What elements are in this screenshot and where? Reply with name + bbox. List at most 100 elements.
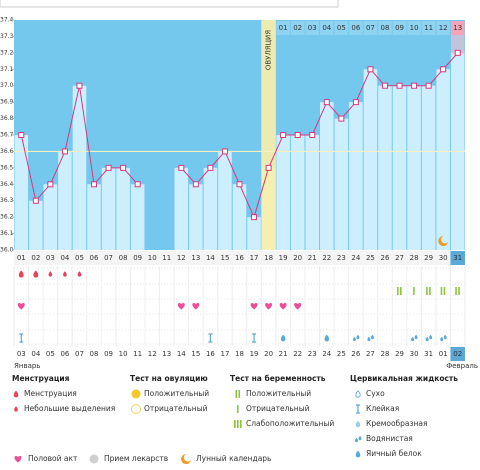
x-tick-label: 15: [220, 254, 229, 262]
month-label: Февраль: [446, 362, 478, 370]
drop-icon: [355, 437, 358, 443]
bar: [29, 200, 43, 250]
test-icon: [238, 390, 241, 398]
point: [192, 181, 199, 188]
point: [221, 148, 228, 155]
date-label: 03: [17, 350, 26, 358]
bar: [305, 135, 320, 250]
phase-cell: [363, 21, 378, 35]
legend-label: Водянистая: [366, 434, 413, 443]
test-icon: [413, 287, 415, 295]
phase-cell: [305, 21, 320, 35]
x-tick-label: 27: [395, 254, 404, 262]
bar: [218, 151, 232, 250]
date-label: 18: [235, 350, 244, 358]
date-label: 17: [220, 350, 229, 358]
y-tick-label: 37.0: [0, 82, 14, 89]
legend-label: Кремообразная: [366, 419, 428, 428]
point: [352, 99, 359, 106]
phase-label: 05: [337, 24, 346, 32]
date-label: 29: [395, 350, 404, 358]
bar: [436, 69, 450, 251]
phase-label: 04: [322, 24, 331, 32]
bar: [407, 85, 421, 250]
drop-icon: [429, 334, 433, 340]
phase-label: 10: [410, 24, 419, 32]
bar: [378, 85, 392, 250]
x-tick-label: 05: [75, 254, 84, 262]
point: [265, 164, 272, 171]
bar: [334, 118, 349, 250]
phase-cell: [334, 21, 349, 35]
phase-label: 11: [424, 24, 433, 32]
point: [294, 132, 301, 138]
heart-icon: [279, 302, 287, 310]
drop-icon: [18, 270, 24, 278]
date-label: 26: [351, 350, 360, 358]
x-tick-label: 07: [104, 254, 113, 262]
test-icon: [237, 420, 239, 428]
bar: [320, 102, 334, 251]
legend: Менструация Менструация Небольшие выделе…: [12, 374, 458, 464]
moon-icon: [181, 454, 191, 464]
bar: [14, 135, 29, 250]
bar: [87, 184, 101, 250]
point: [18, 132, 25, 138]
day-highlight: [450, 251, 465, 265]
x-tick-label: 01: [17, 254, 26, 262]
x-tick-label: 03: [46, 254, 55, 262]
moon-icon: [438, 236, 449, 246]
day-row: [14, 251, 465, 265]
test-icon: [426, 287, 428, 295]
phase-label: 01: [279, 24, 288, 32]
legend-label: Слабоположительный: [246, 419, 334, 428]
x-tick-label: 04: [60, 254, 69, 262]
phase-cell: [276, 21, 290, 35]
heart-icon: [17, 302, 25, 310]
x-tick-label: 13: [191, 254, 200, 262]
month-label: Январь: [14, 362, 40, 370]
drop-icon: [356, 334, 360, 340]
point: [251, 214, 258, 221]
date-label: 02: [453, 350, 462, 358]
drop-icon: [13, 390, 19, 398]
point: [454, 49, 461, 56]
point: [76, 82, 83, 89]
legend-label: Прием лекарств: [104, 454, 168, 463]
drop-icon: [414, 334, 418, 340]
legend-label: Лунный календарь: [196, 454, 271, 463]
heart-icon: [177, 302, 185, 310]
y-tick-label: 36.3: [0, 197, 14, 204]
legend-label: Менструация: [24, 389, 77, 398]
phase-label: 13: [453, 24, 462, 32]
point: [309, 132, 316, 138]
point: [396, 82, 403, 89]
point: [134, 181, 141, 188]
drop-icon: [63, 271, 67, 277]
legend-label: Положительный: [246, 389, 311, 398]
x-tick-label: 24: [351, 254, 360, 262]
drop-icon: [355, 450, 361, 458]
y-tick-label: 36.7: [0, 132, 14, 139]
sticky-icon: [208, 333, 213, 343]
y-tick-label: 36.4: [0, 181, 14, 188]
bar: [349, 102, 363, 251]
phase-cell: [378, 21, 392, 35]
drop-icon: [440, 336, 444, 342]
date-highlight: [450, 347, 465, 361]
x-tick-label: 25: [366, 254, 375, 262]
bar: [276, 135, 290, 250]
heart-icon: [265, 302, 273, 310]
date-label: 05: [46, 350, 55, 358]
point: [323, 99, 330, 106]
phase-label: 12: [439, 24, 448, 32]
point: [32, 197, 39, 204]
circle-icon: [89, 454, 99, 464]
legend-label: Отрицательный: [246, 404, 310, 413]
sticky-icon: [252, 333, 257, 343]
bar: [421, 85, 436, 250]
drop-icon: [425, 336, 429, 342]
y-tick-label: 36.2: [0, 214, 14, 221]
point: [207, 164, 214, 171]
y-tick-label: 36.1: [0, 230, 14, 237]
